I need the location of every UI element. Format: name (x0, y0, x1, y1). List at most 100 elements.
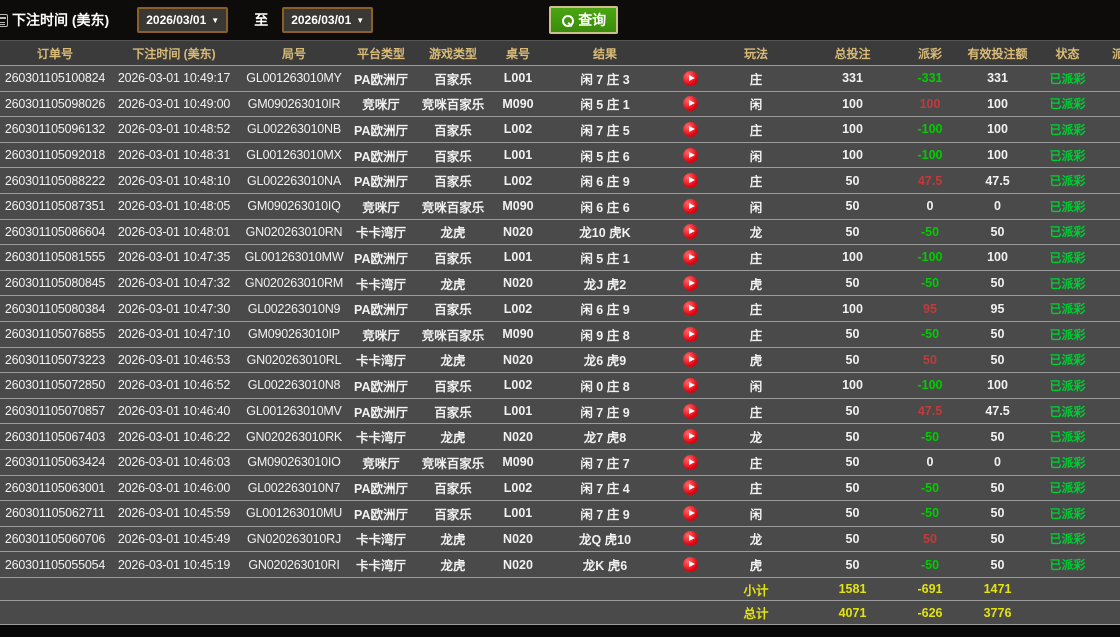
cell-partial (1095, 92, 1120, 117)
cell-partial (1095, 271, 1120, 296)
cell-order-id: 260301105062711 (5, 506, 105, 521)
cell-total-bet: 50 (845, 173, 860, 188)
cell-total-bet: 100 (842, 96, 863, 111)
play-icon (682, 301, 698, 317)
replay-button[interactable] (668, 66, 712, 91)
cell-bet-time: 2026-03-01 10:48:10 (117, 173, 231, 188)
cell-play-type: 闲 (749, 200, 763, 215)
total-payout: -626 (917, 605, 943, 620)
cell-table-no: L002 (503, 122, 533, 137)
replay-button[interactable] (668, 322, 712, 347)
replay-button[interactable] (668, 194, 712, 219)
table-row: 260301105100824 2026-03-01 10:49:17 GL0012… (0, 66, 1120, 92)
cell-bet-time: 2026-03-01 10:47:10 (117, 327, 231, 342)
cell-round-id: GM090263010IO (247, 455, 341, 470)
cell-total-bet: 100 (842, 148, 863, 163)
replay-button[interactable] (668, 450, 712, 475)
play-icon (682, 224, 698, 240)
table-row: 260301105080384 2026-03-01 10:47:30 GL0022… (0, 296, 1120, 322)
cell-round-id: GL001263010MY (246, 71, 342, 86)
subtotal-total-bet: 1581 (838, 582, 867, 597)
cell-valid-bet: 0 (994, 199, 1001, 214)
replay-button[interactable] (668, 245, 712, 270)
replay-button[interactable] (668, 476, 712, 501)
cell-total-bet: 100 (842, 122, 863, 137)
cell-result: 闲 9 庄 8 (580, 328, 630, 343)
cell-order-id: 260301105072850 (4, 378, 106, 393)
cell-platform-type: 卡卡湾厅 (355, 226, 406, 241)
cell-game-type: 百家乐 (434, 175, 472, 190)
replay-button[interactable] (668, 143, 712, 168)
cell-platform-type: PA欧洲厅 (354, 482, 408, 497)
cell-platform-type: PA欧洲厅 (354, 175, 408, 190)
cell-payout: -331 (917, 71, 943, 86)
cell-partial (1095, 66, 1120, 91)
replay-button[interactable] (668, 501, 712, 526)
cell-result: 闲 7 庄 9 (580, 507, 630, 522)
col-header-status: 状态 (1055, 46, 1080, 61)
cell-result: 闲 5 庄 6 (580, 149, 630, 164)
cell-platform-type: PA欧洲厅 (354, 405, 408, 420)
cell-status: 已派彩 (1049, 199, 1086, 214)
cell-bet-time: 2026-03-01 10:47:35 (117, 250, 231, 265)
cell-table-no: M090 (502, 199, 534, 214)
cell-game-type: 百家乐 (434, 379, 472, 394)
cell-valid-bet: 50 (990, 352, 1005, 367)
subtotal-label: 小计 (743, 583, 769, 598)
cell-game-type: 百家乐 (434, 251, 472, 266)
cell-platform-type: 卡卡湾厅 (355, 354, 406, 369)
cell-payout: -100 (917, 148, 943, 163)
replay-button[interactable] (668, 92, 712, 117)
replay-button[interactable] (668, 117, 712, 142)
cell-bet-time: 2026-03-01 10:45:59 (117, 506, 231, 521)
cell-platform-type: 竞咪厅 (362, 456, 400, 471)
cell-game-type: 百家乐 (434, 482, 472, 497)
cell-game-type: 竞咪百家乐 (421, 328, 485, 343)
cell-total-bet: 50 (845, 557, 860, 572)
cell-platform-type: 竞咪厅 (362, 98, 400, 113)
replay-button[interactable] (668, 348, 712, 373)
play-icon (682, 70, 698, 86)
col-header-order-id: 订单号 (36, 46, 73, 61)
cell-status: 已派彩 (1049, 558, 1086, 573)
col-header-total-bet: 总投注 (834, 46, 871, 61)
cell-status: 已派彩 (1049, 430, 1086, 445)
replay-button[interactable] (668, 271, 712, 296)
cell-payout: 50 (923, 531, 937, 546)
search-icon (561, 14, 575, 27)
cell-game-type: 竞咪百家乐 (421, 98, 485, 113)
cell-result: 闲 0 庄 8 (580, 379, 630, 394)
cell-round-id: GM090263010IP (248, 327, 340, 342)
replay-button[interactable] (668, 220, 712, 245)
replay-button[interactable] (668, 399, 712, 424)
cell-order-id: 260301105080384 (4, 301, 106, 316)
replay-button[interactable] (668, 168, 712, 193)
replay-button[interactable] (668, 424, 712, 449)
date-from-select[interactable]: 2026/03/01 ▼ (137, 7, 229, 33)
cell-valid-bet: 47.5 (985, 404, 1010, 419)
cell-result: 龙Q 虎10 (578, 533, 632, 548)
replay-button[interactable] (668, 296, 712, 321)
table-row: 260301105063424 2026-03-01 10:46:03 GM0902… (0, 449, 1120, 476)
table-row: 260301105063001 2026-03-01 10:46:00 GL0022… (0, 475, 1120, 502)
replay-button[interactable] (668, 552, 712, 577)
play-icon (682, 275, 698, 291)
date-to-select[interactable]: 2026/03/01 ▼ (282, 7, 374, 33)
cell-status: 已派彩 (1049, 455, 1086, 470)
query-button[interactable]: 查询 (549, 6, 619, 34)
cell-order-id: 260301105087351 (4, 199, 106, 214)
cell-result: 闲 6 庄 6 (580, 200, 630, 215)
cell-round-id: GL001263010MX (246, 148, 342, 163)
cell-total-bet: 50 (845, 352, 860, 367)
replay-button[interactable] (668, 373, 712, 398)
replay-button[interactable] (668, 527, 712, 552)
cell-result: 龙6 虎9 (583, 354, 627, 369)
table-row: 260301105092018 2026-03-01 10:48:31 GL0012… (0, 142, 1120, 169)
cell-total-bet: 50 (845, 404, 860, 419)
cell-valid-bet: 331 (987, 71, 1008, 86)
cell-game-type: 龙虎 (440, 533, 466, 548)
col-header-replay (668, 41, 712, 65)
cell-partial (1095, 245, 1120, 270)
cell-payout: 0 (926, 199, 934, 214)
cell-game-type: 百家乐 (434, 149, 472, 164)
